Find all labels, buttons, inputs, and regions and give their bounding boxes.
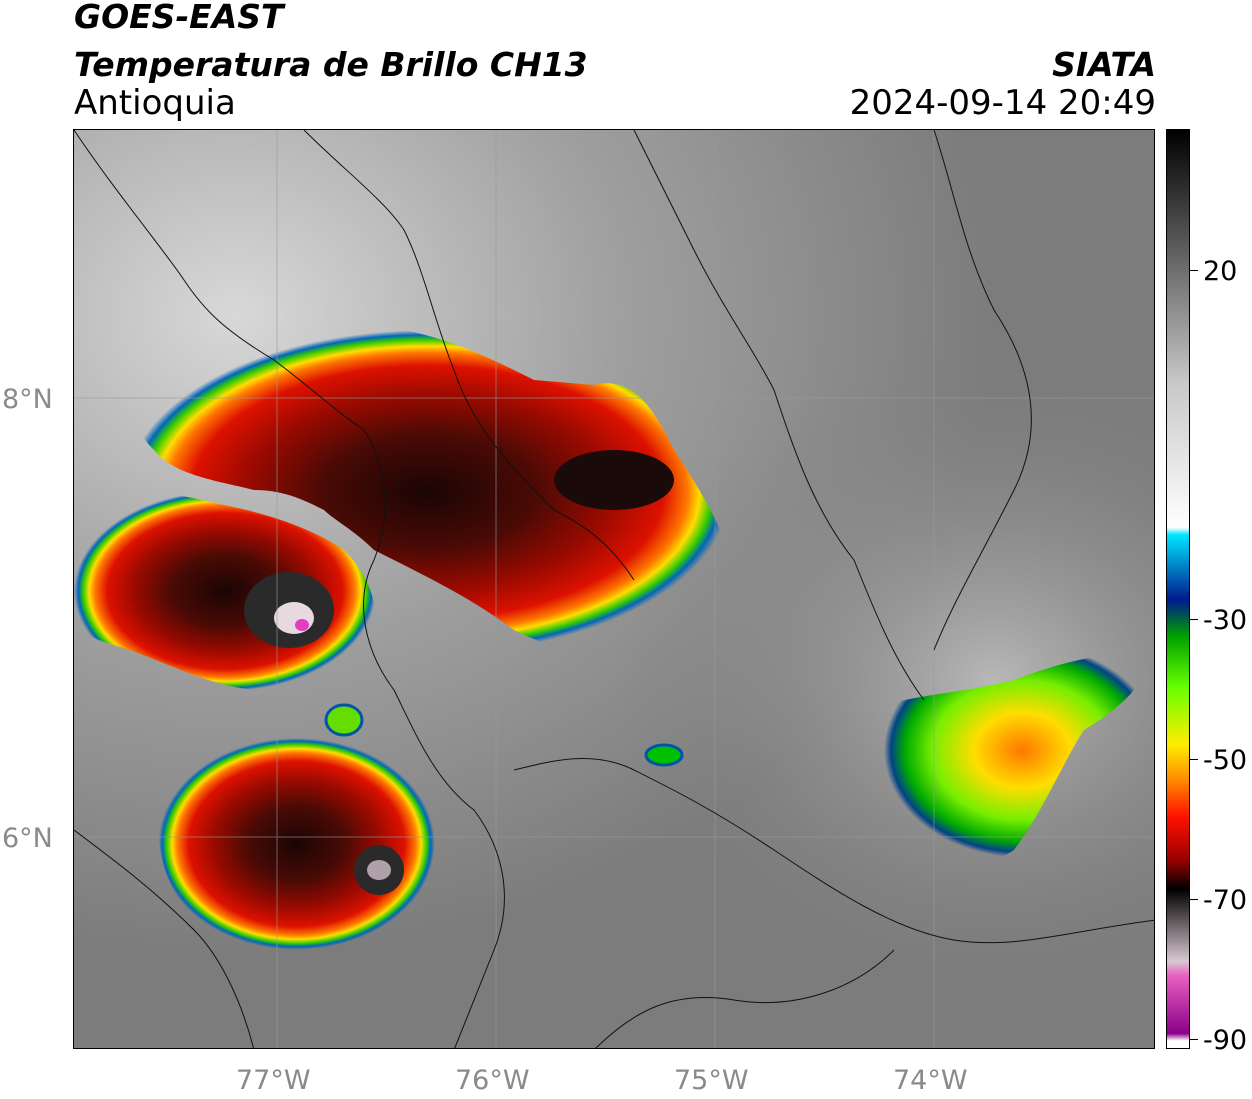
colorbar-fill [1167, 130, 1189, 1048]
boundaries [74, 130, 1154, 1048]
lon-label-76w: 76°W [455, 1065, 530, 1096]
colorbar-tick-20 [1190, 270, 1198, 271]
lon-label-77w: 77°W [236, 1065, 311, 1096]
datetime-label: 2024-09-14 20:49 [849, 83, 1156, 123]
colorbar-gradient [1167, 130, 1189, 1048]
colorbar-tick-minus70 [1190, 899, 1198, 900]
colorbar-tick-minus30 [1190, 619, 1198, 620]
lat-label-6n: 6°N [2, 823, 53, 854]
organization-label: SIATA [1052, 45, 1156, 84]
colorbar-label-minus30: -30 [1203, 605, 1248, 636]
small-cell-1 [324, 703, 364, 737]
small-cell-2 [644, 743, 684, 767]
colorbar-tick-minus90 [1190, 1039, 1198, 1040]
coldest-pixel [295, 619, 309, 631]
overshooting-top-southwest [367, 860, 391, 880]
colorbar-tick-minus50 [1190, 759, 1198, 760]
region-label: Antioquia [74, 83, 236, 123]
map-panel[interactable] [73, 129, 1155, 1049]
storm-cell-east [870, 654, 1147, 869]
product-title: Temperatura de Brillo CH13 [74, 45, 588, 84]
temperature-colorbar [1166, 129, 1190, 1049]
colorbar-label-20: 20 [1203, 256, 1238, 287]
lon-label-75w: 75°W [674, 1065, 749, 1096]
brightness-temperature-map [74, 130, 1154, 1048]
colorbar-label-minus50: -50 [1203, 745, 1248, 776]
graticule [74, 130, 1154, 1048]
colorbar-label-minus70: -70 [1203, 885, 1248, 916]
storm-cell-southwest [158, 738, 435, 950]
overshooting-top-west [274, 602, 314, 634]
satellite-title: GOES-EAST [74, 0, 284, 36]
lon-label-74w: 74°W [893, 1065, 968, 1096]
colorbar-label-minus90: -90 [1203, 1025, 1248, 1056]
lat-label-8n: 8°N [2, 384, 53, 415]
cold-core-north [554, 450, 674, 510]
